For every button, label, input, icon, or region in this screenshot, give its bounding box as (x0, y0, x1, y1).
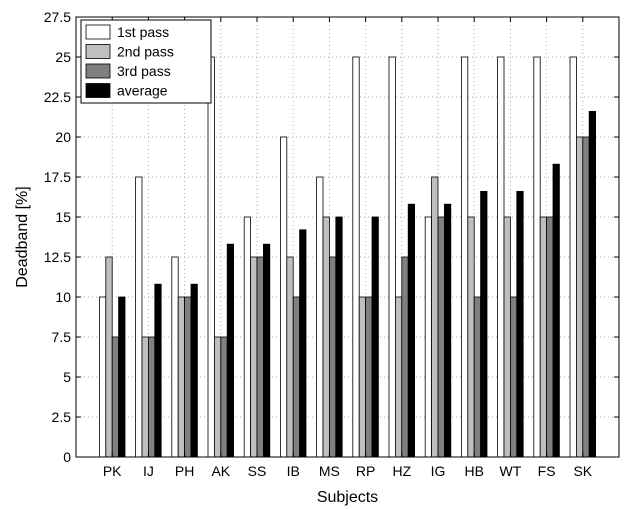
bar-wt-series-2 (503, 216, 511, 458)
legend-swatch-2 (85, 44, 111, 59)
legend-label-2: 2nd pass (117, 44, 174, 60)
bar-ss-series-1 (243, 216, 251, 458)
bar-ms-series-2 (322, 216, 330, 458)
bar-ak-series-2 (213, 336, 222, 458)
legend-swatch-3 (85, 63, 111, 79)
bar-fs-series-1 (533, 56, 541, 458)
y-tick-label: 25 (55, 49, 71, 65)
y-tick-label: 17.5 (44, 169, 71, 185)
bar-ak-series-4 (226, 243, 234, 458)
bar-pk-series-3 (111, 336, 119, 458)
legend: 1st pass 2nd pass 3rd pass average (80, 19, 212, 104)
y-tick-label: 5 (63, 369, 71, 385)
x-tick-label-ph: PH (175, 463, 194, 479)
legend-swatch-1 (85, 24, 111, 40)
x-tick-label-rp: RP (356, 463, 375, 479)
bar-ph-series-4 (190, 283, 198, 458)
bar-sk-series-4 (588, 111, 597, 458)
bar-sk-series-1 (569, 56, 577, 458)
x-tick-label-pk: PK (103, 463, 122, 479)
x-axis-label: Subjects (317, 489, 378, 506)
bar-pk-series-2 (105, 256, 113, 458)
bar-hb-series-2 (467, 216, 475, 458)
x-tick-label-hb: HB (464, 463, 483, 479)
bar-ig-series-3 (437, 216, 445, 458)
bar-ij-series-4 (154, 283, 162, 458)
bar-ak-series-1 (207, 56, 215, 458)
x-tick-label-ms: MS (319, 463, 340, 479)
bar-ss-series-2 (250, 256, 258, 458)
y-tick-label: 12.5 (44, 249, 71, 265)
bar-ig-series-4 (443, 203, 452, 458)
bar-wt-series-4 (516, 190, 524, 458)
y-tick-label: 20 (55, 129, 71, 145)
bar-wt-series-1 (497, 56, 505, 458)
bar-ig-series-1 (424, 216, 433, 458)
legend-label-4: average (117, 83, 168, 99)
bar-fs-series-3 (546, 216, 554, 458)
bar-fs-series-4 (552, 163, 560, 458)
bar-ig-series-2 (431, 176, 439, 458)
bar-ss-series-4 (262, 243, 271, 458)
bar-ij-series-3 (147, 336, 156, 458)
bar-ij-series-2 (141, 336, 149, 458)
bar-hz-series-3 (401, 256, 409, 458)
bar-ss-series-3 (256, 256, 264, 458)
bar-fs-series-2 (539, 216, 548, 458)
bar-ph-series-2 (177, 296, 185, 458)
bar-ib-series-2 (286, 256, 294, 458)
plot-area-frame (75, 16, 620, 458)
bar-pk-series-1 (99, 296, 107, 458)
bar-ij-series-1 (135, 176, 143, 458)
bar-sk-series-3 (582, 136, 590, 458)
x-tick-label-ig: IG (431, 463, 446, 479)
bar-sk-series-2 (576, 136, 584, 458)
x-tick-label-wt: WT (500, 463, 522, 479)
x-axis-ticks: PK IJ PH AK SS IB MS RP HZ IG HB WT FS SK (103, 17, 593, 479)
x-tick-label-ib: IB (287, 463, 300, 479)
bar-hb-series-3 (473, 296, 482, 458)
bar-ms-series-1 (316, 176, 324, 458)
bar-ib-series-4 (299, 229, 307, 458)
y-tick-label: 0 (63, 449, 71, 465)
bar-hz-series-4 (407, 203, 416, 458)
bar-ib-series-3 (292, 296, 301, 458)
bars (99, 56, 597, 458)
bar-ak-series-3 (220, 336, 228, 458)
bar-hz-series-2 (394, 296, 403, 458)
y-tick-label: 7.5 (52, 329, 72, 345)
x-tick-label-ak: AK (211, 463, 230, 479)
bar-hz-series-1 (388, 56, 396, 458)
bar-rp-series-1 (352, 56, 360, 458)
x-tick-label-hz: HZ (392, 463, 411, 479)
bar-hb-series-1 (460, 56, 469, 458)
bar-wt-series-3 (509, 296, 518, 458)
x-tick-label-ij: IJ (143, 463, 154, 479)
x-tick-label-fs: FS (538, 463, 556, 479)
bar-rp-series-4 (371, 216, 379, 458)
bar-ms-series-3 (328, 256, 337, 458)
bar-rp-series-2 (358, 296, 367, 458)
legend-label-1: 1st pass (117, 24, 169, 40)
x-tick-label-ss: SS (248, 463, 267, 479)
y-tick-label: 2.5 (52, 409, 72, 425)
bar-hb-series-4 (480, 190, 488, 458)
bar-ib-series-1 (279, 136, 288, 458)
bar-ph-series-3 (184, 296, 192, 458)
y-tick-label: 27.5 (44, 9, 71, 25)
y-tick-label: 15 (55, 209, 71, 225)
y-tick-label: 22.5 (44, 89, 71, 105)
legend-label-3: 3rd pass (117, 63, 171, 79)
bar-pk-series-4 (118, 296, 126, 458)
y-tick-label: 10 (55, 289, 71, 305)
bar-ms-series-4 (335, 216, 343, 458)
y-axis-ticks: 0 2.5 5 7.5 10 12.5 15 17.5 20 22.5 25 27.5 (44, 9, 619, 465)
bar-ph-series-1 (171, 256, 179, 458)
legend-swatch-4 (85, 83, 111, 98)
x-tick-label-sk: SK (573, 463, 592, 479)
y-axis-label: Deadband [%] (14, 186, 31, 287)
bar-rp-series-3 (365, 296, 373, 458)
